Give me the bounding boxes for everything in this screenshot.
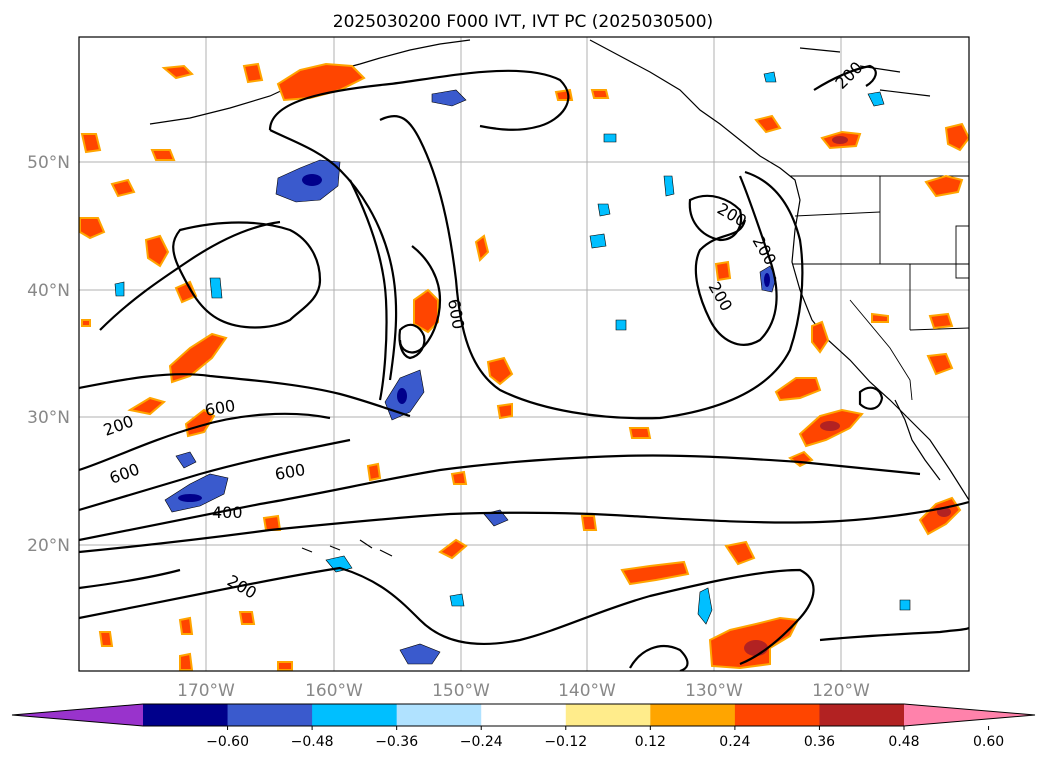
longitude-labels: 170°W 160°W 150°W 140°W 130°W 120°W	[177, 681, 870, 701]
colorbar-segment	[650, 704, 736, 726]
colorbar-segment	[312, 704, 398, 726]
colorbar-segment	[396, 704, 482, 726]
colorbar-segment	[565, 704, 651, 726]
positive-anomaly-patches	[79, 62, 969, 671]
map-frame	[78, 36, 970, 672]
colorbar-extend-high	[904, 704, 1035, 726]
contour-label: 400	[212, 503, 243, 522]
lon-label: 130°W	[685, 681, 743, 701]
figure-title: 2025030200 F000 IVT, IVT PC (2025030500)	[333, 12, 713, 32]
colorbar-tick-label: −0.24	[460, 734, 503, 750]
lon-label: 150°W	[432, 681, 490, 701]
latitude-labels: 20°N 30°N 40°N 50°N	[27, 153, 70, 556]
colorbar-segment	[734, 704, 820, 726]
lat-label: 50°N	[27, 153, 70, 173]
colorbar-tick-label: 0.60	[973, 734, 1004, 750]
state-borders	[790, 175, 969, 401]
colorbar-segment	[819, 704, 905, 726]
lat-label: 20°N	[27, 536, 70, 556]
colorbar-tick-label: −0.60	[206, 734, 249, 750]
colorbar-tick-label: 0.36	[804, 734, 835, 750]
lon-label: 160°W	[305, 681, 363, 701]
colorbar-tick-label: 0.12	[635, 734, 666, 750]
gridlines	[79, 37, 969, 671]
colorbar-tick-label: 0.24	[719, 734, 750, 750]
colorbar-segment	[227, 704, 313, 726]
colorbar-tick-label: −0.36	[375, 734, 418, 750]
lat-label: 30°N	[27, 408, 70, 428]
colorbar: −0.60 −0.48 −0.36 −0.24 −0.12 0.12 0.24 0.36 0.4…	[11, 703, 1036, 750]
lon-label: 170°W	[177, 681, 235, 701]
lon-label: 140°W	[558, 681, 616, 701]
negative-anomaly-patches	[114, 71, 911, 665]
colorbar-extend-low	[12, 704, 143, 726]
lon-label: 120°W	[812, 681, 870, 701]
colorbar-outline	[11, 703, 1036, 727]
map-area: 200 200 200 200 200 400 600 600 600 600 …	[78, 36, 970, 672]
colorbar-tick-label: −0.48	[291, 734, 334, 750]
map-background	[79, 37, 969, 671]
colorbar-tick-label: 0.48	[888, 734, 919, 750]
ivt-contours	[79, 64, 969, 671]
lat-label: 40°N	[27, 281, 70, 301]
colorbar-segment	[481, 704, 567, 726]
colorbar-segment	[143, 704, 229, 726]
colorbar-tick-label: −0.12	[544, 734, 587, 750]
